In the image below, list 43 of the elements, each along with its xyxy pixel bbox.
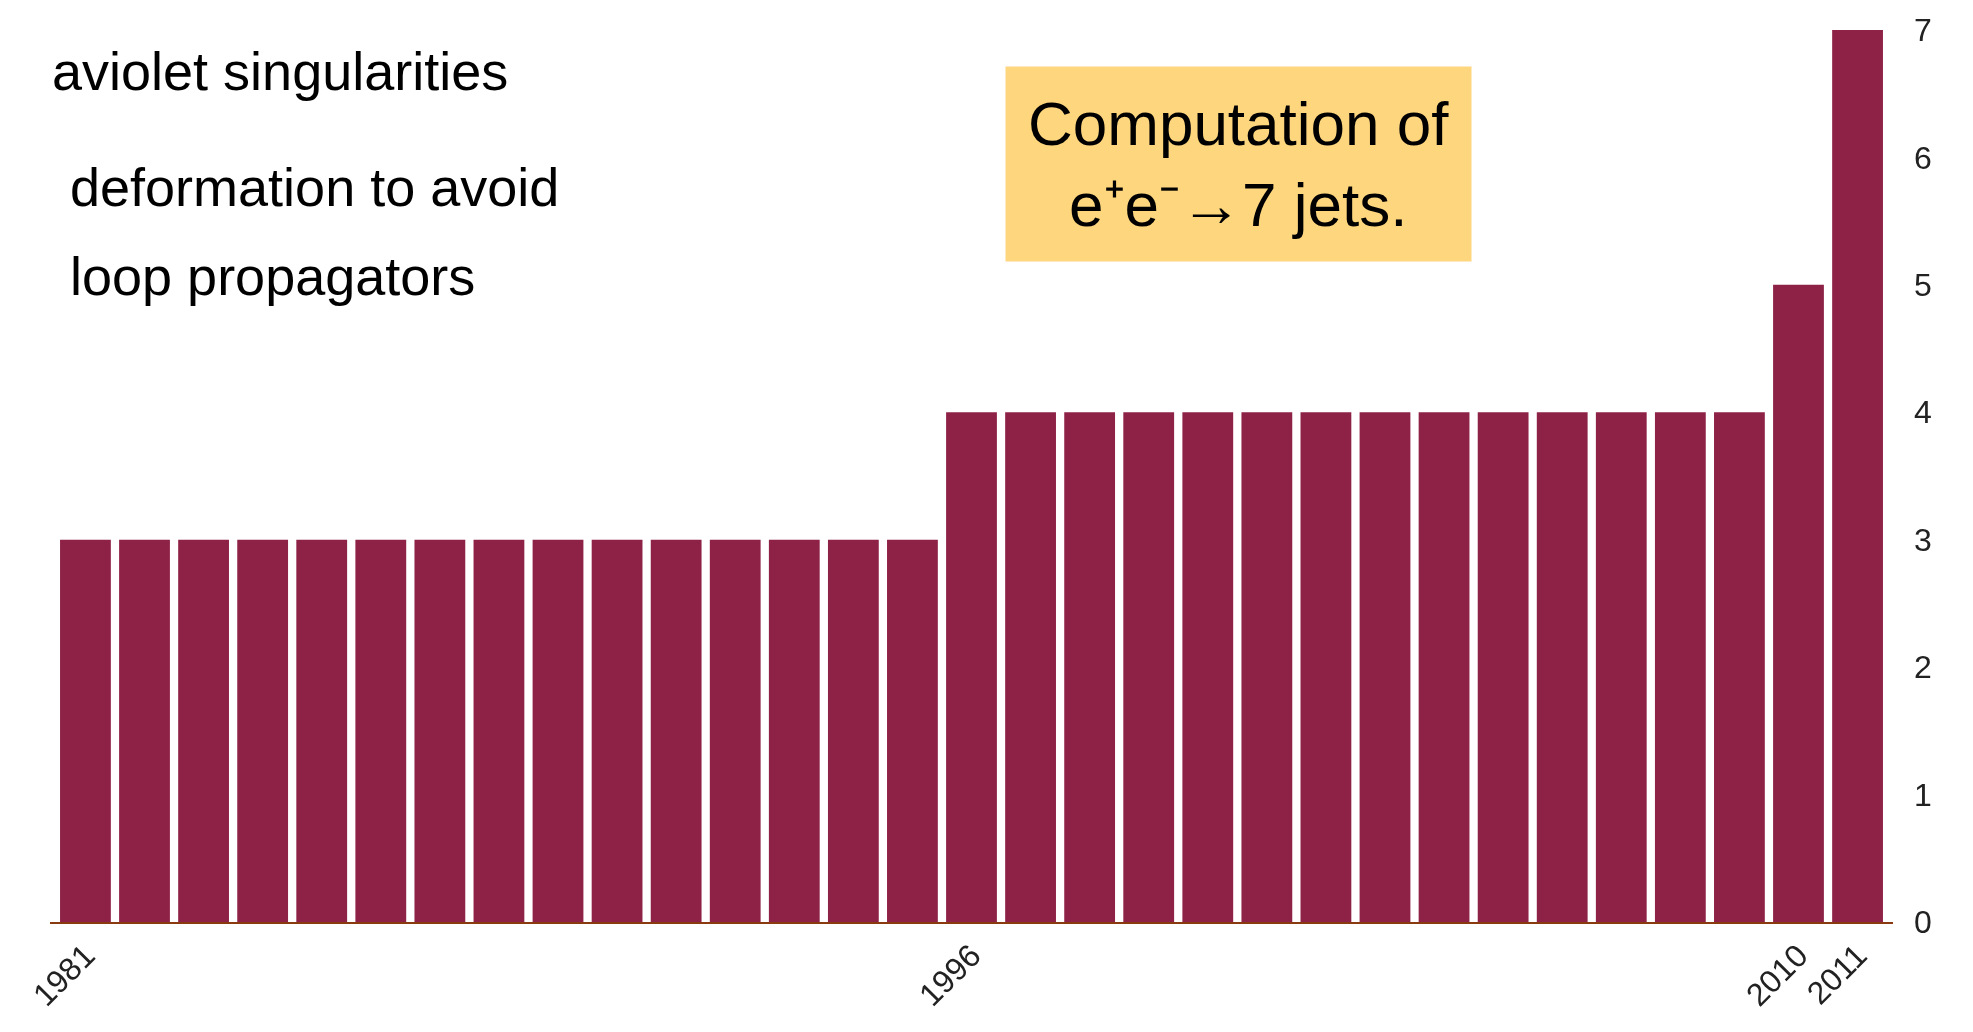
y-tick-label: 3 — [1914, 521, 1932, 558]
annotation: deformation to avoid — [70, 157, 560, 217]
bar — [946, 412, 997, 922]
y-tick-label: 0 — [1914, 904, 1932, 941]
bar — [1241, 412, 1293, 922]
y-tick-label: 1 — [1914, 776, 1932, 813]
bar — [1832, 30, 1883, 922]
y-tick-label: 6 — [1914, 139, 1932, 176]
bar — [178, 539, 229, 922]
bar — [1536, 412, 1588, 922]
bar — [827, 539, 879, 922]
bar — [1654, 412, 1706, 922]
bar — [1595, 412, 1647, 922]
bar — [296, 539, 348, 922]
bar — [1773, 284, 1824, 922]
bar — [887, 539, 938, 922]
annotation: loop propagators — [70, 246, 476, 306]
bar — [237, 539, 289, 922]
bar — [1300, 412, 1352, 922]
bar — [1477, 412, 1529, 922]
annotation: Computation of e⁺e⁻→7 jets. — [1028, 89, 1450, 239]
bar — [1418, 412, 1470, 922]
bar — [414, 539, 466, 922]
bar — [1123, 412, 1175, 922]
bar — [1714, 412, 1765, 922]
bar — [768, 539, 820, 922]
y-tick-label: 5 — [1914, 267, 1932, 304]
bar — [532, 539, 584, 922]
bar — [60, 539, 111, 922]
bar — [650, 539, 702, 922]
bar — [355, 539, 407, 922]
annotation: aviolet singularities — [52, 41, 509, 101]
bar — [1359, 412, 1411, 922]
y-tick-label: 7 — [1914, 12, 1932, 49]
bar — [1182, 412, 1234, 922]
bar — [591, 539, 643, 922]
bar — [1064, 412, 1116, 922]
y-tick-label: 2 — [1914, 649, 1932, 686]
y-tick-label: 4 — [1914, 394, 1932, 431]
bar — [473, 539, 525, 922]
bar — [709, 539, 761, 922]
bar — [1005, 412, 1056, 922]
bar — [119, 539, 170, 922]
